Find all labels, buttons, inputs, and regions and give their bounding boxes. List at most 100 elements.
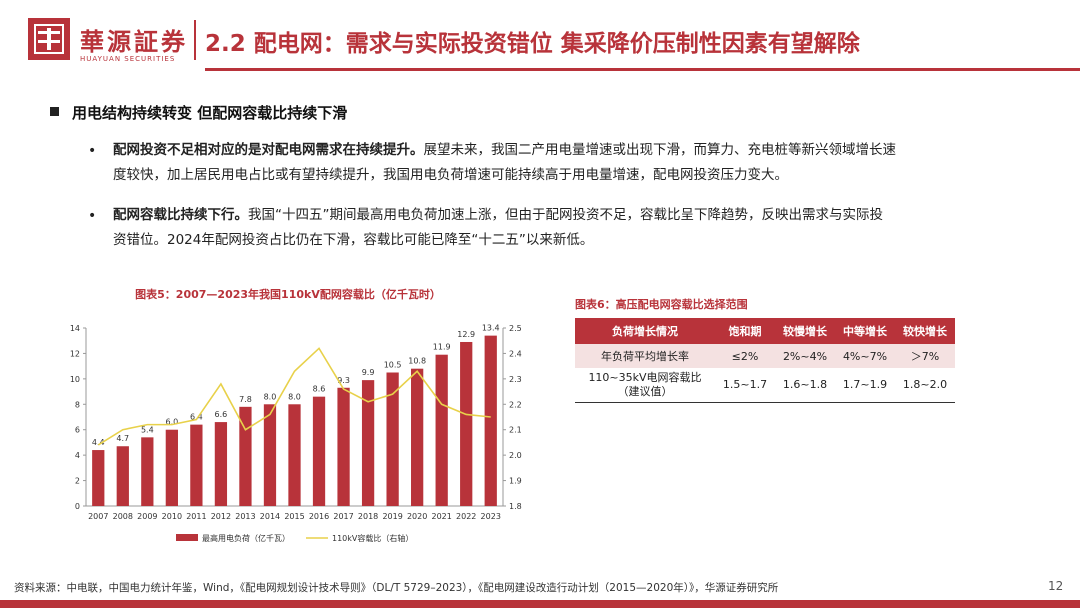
left-tick-label: 6: [75, 426, 80, 435]
bar-data-label: 12.9: [457, 330, 475, 339]
right-tick-label: 2.3: [509, 375, 522, 384]
x-tick-label: 2008: [113, 512, 133, 521]
left-tick-label: 14: [70, 324, 80, 333]
legend-line-label: 110kV容载比（右轴）: [332, 533, 413, 543]
bullet-dot-icon: •: [88, 143, 97, 159]
x-tick-label: 2010: [162, 512, 182, 521]
chart-bar: [411, 368, 424, 506]
x-tick-label: 2015: [284, 512, 304, 521]
x-tick-label: 2009: [137, 512, 157, 521]
bar-data-label: 5.4: [141, 425, 154, 434]
x-tick-label: 2017: [333, 512, 353, 521]
bar-data-label: 11.9: [433, 343, 451, 352]
bar-data-label: 9.9: [362, 368, 375, 377]
bar-data-label: 6.0: [165, 418, 178, 427]
chart-bar: [190, 424, 203, 506]
table-header-cell: 负荷增长情况: [575, 318, 715, 344]
table-cell: 110~35kV电网容载比 （建议值）: [575, 368, 715, 403]
bar-data-label: 13.4: [482, 324, 500, 333]
chart-bar: [337, 387, 350, 506]
logo-subtext: HUAYUAN SECURITIES: [80, 55, 176, 63]
chart-bar: [165, 429, 178, 506]
bullet-1-text: 展望未来，我国二产用电量增速或出现下滑，而算力、充电桩等新兴领域增长速: [423, 142, 897, 158]
right-tick-label: 2.5: [509, 324, 522, 333]
header-divider: [194, 20, 196, 60]
bar-data-label: 10.8: [408, 357, 426, 366]
x-tick-label: 2007: [88, 512, 108, 521]
chart-bar: [460, 341, 473, 506]
section-heading: 用电结构持续转变 但配网容载比持续下滑: [72, 104, 348, 122]
right-tick-label: 2.1: [509, 426, 522, 435]
bar-data-label: 6.4: [190, 413, 203, 422]
table-header-cell: 较快增长: [895, 318, 955, 344]
table-cell-note: （建议值）: [617, 385, 673, 398]
chart-bar: [435, 354, 448, 506]
left-tick-label: 4: [75, 451, 80, 460]
right-tick-label: 1.9: [509, 477, 522, 486]
x-tick-label: 2014: [260, 512, 280, 521]
chart-bar: [239, 406, 252, 506]
table-cell: 1.5~1.7: [715, 368, 775, 403]
series-line: [97, 347, 491, 446]
square-bullet-icon: [50, 107, 59, 116]
chart-bar: [484, 335, 497, 506]
chart-bar: [361, 380, 375, 506]
bar-data-label: 9.3: [337, 376, 350, 385]
header-rule: [205, 68, 1080, 71]
logo-icon: [28, 18, 70, 60]
x-tick-label: 2019: [382, 512, 402, 521]
bullet-dot-icon: •: [88, 208, 97, 224]
right-tick-label: 1.8: [509, 502, 522, 511]
table-cell: 2%~4%: [775, 344, 835, 368]
bullet-2-text-2: 资错位。2024年配网投资占比仍在下滑，容载比可能已降至“十二五”以来新低。: [113, 232, 594, 248]
x-tick-label: 2016: [309, 512, 329, 521]
left-tick-label: 0: [75, 502, 80, 511]
legend-bar-label: 最高用电负荷（亿千瓦）: [202, 533, 290, 543]
x-tick-label: 2023: [481, 512, 501, 521]
capacity-ratio-table: 负荷增长情况 饱和期 较慢增长 中等增长 较快增长 年负荷平均增长率 ≤2% 2…: [575, 318, 955, 403]
bar-data-label: 6.6: [215, 410, 228, 419]
table-row: 110~35kV电网容载比 （建议值） 1.5~1.7 1.6~1.8 1.7~1…: [575, 368, 955, 403]
bullet-2-lead: 配网容载比持续下行。: [113, 207, 248, 223]
left-tick-label: 8: [75, 400, 80, 409]
x-tick-label: 2018: [358, 512, 378, 521]
table-header-cell: 饱和期: [715, 318, 775, 344]
legend-bar-swatch: [176, 534, 198, 541]
left-tick-label: 2: [75, 477, 80, 486]
bullet-1-text-2: 度较快，加上居民用电占比或有望持续提升，我国用电负荷增速可能持续高于用电量增速，…: [113, 167, 788, 183]
bullet-1-lead: 配网投资不足相对应的是对配电网需求在持续提升。: [113, 142, 424, 158]
chart-bar: [288, 404, 301, 506]
chart-bar: [214, 422, 228, 506]
page-number: 12: [1048, 579, 1064, 593]
bar-data-label: 8.0: [288, 392, 301, 401]
table-header-row: 负荷增长情况 饱和期 较慢增长 中等增长 较快增长: [575, 318, 955, 344]
table-cell: 1.8~2.0: [895, 368, 955, 403]
bullet-paragraph-2: 配网容载比持续下行。我国“十四五”期间最高用电负荷加速上涨，但由于配网投资不足，…: [113, 203, 1043, 253]
page-title: 2.2 配电网：需求与实际投资错位 集采降价压制性因素有望解除: [205, 31, 860, 57]
table-cell-text: 110~35kV电网容载比: [588, 371, 702, 384]
x-tick-label: 2011: [186, 512, 206, 521]
chart-bar: [386, 372, 399, 506]
chart-bar: [92, 450, 105, 506]
table-cell: 1.7~1.9: [835, 368, 895, 403]
source-note: 资料来源：中电联，中国电力统计年鉴，Wind，《配电网规划设计技术导则》（DL/…: [14, 582, 779, 594]
bar-data-label: 10.5: [384, 361, 402, 370]
bar-data-label: 4.7: [116, 434, 129, 443]
bar-data-label: 8.6: [313, 385, 326, 394]
bullet-2-text: 我国“十四五”期间最高用电负荷加速上涨，但由于配网投资不足，容载比呈下降趋势，反…: [248, 207, 883, 223]
chart-bar: [312, 396, 326, 506]
table-title: 图表6：高压配电网容载比选择范围: [575, 298, 748, 311]
x-tick-label: 2012: [211, 512, 231, 521]
left-tick-label: 10: [70, 375, 80, 384]
bar-data-label: 8.0: [264, 392, 277, 401]
table-header-cell: 中等增长: [835, 318, 895, 344]
logo-text: 華源証券: [80, 27, 188, 56]
table-cell: 1.6~1.8: [775, 368, 835, 403]
table-cell: 4%~7%: [835, 344, 895, 368]
table-header-cell: 较慢增长: [775, 318, 835, 344]
chart-title: 图表5：2007—2023年我国110kV配网容载比（亿千瓦时）: [135, 288, 441, 301]
right-tick-label: 2.4: [509, 349, 522, 358]
x-tick-label: 2013: [235, 512, 255, 521]
table-cell: ＞7%: [895, 344, 955, 368]
